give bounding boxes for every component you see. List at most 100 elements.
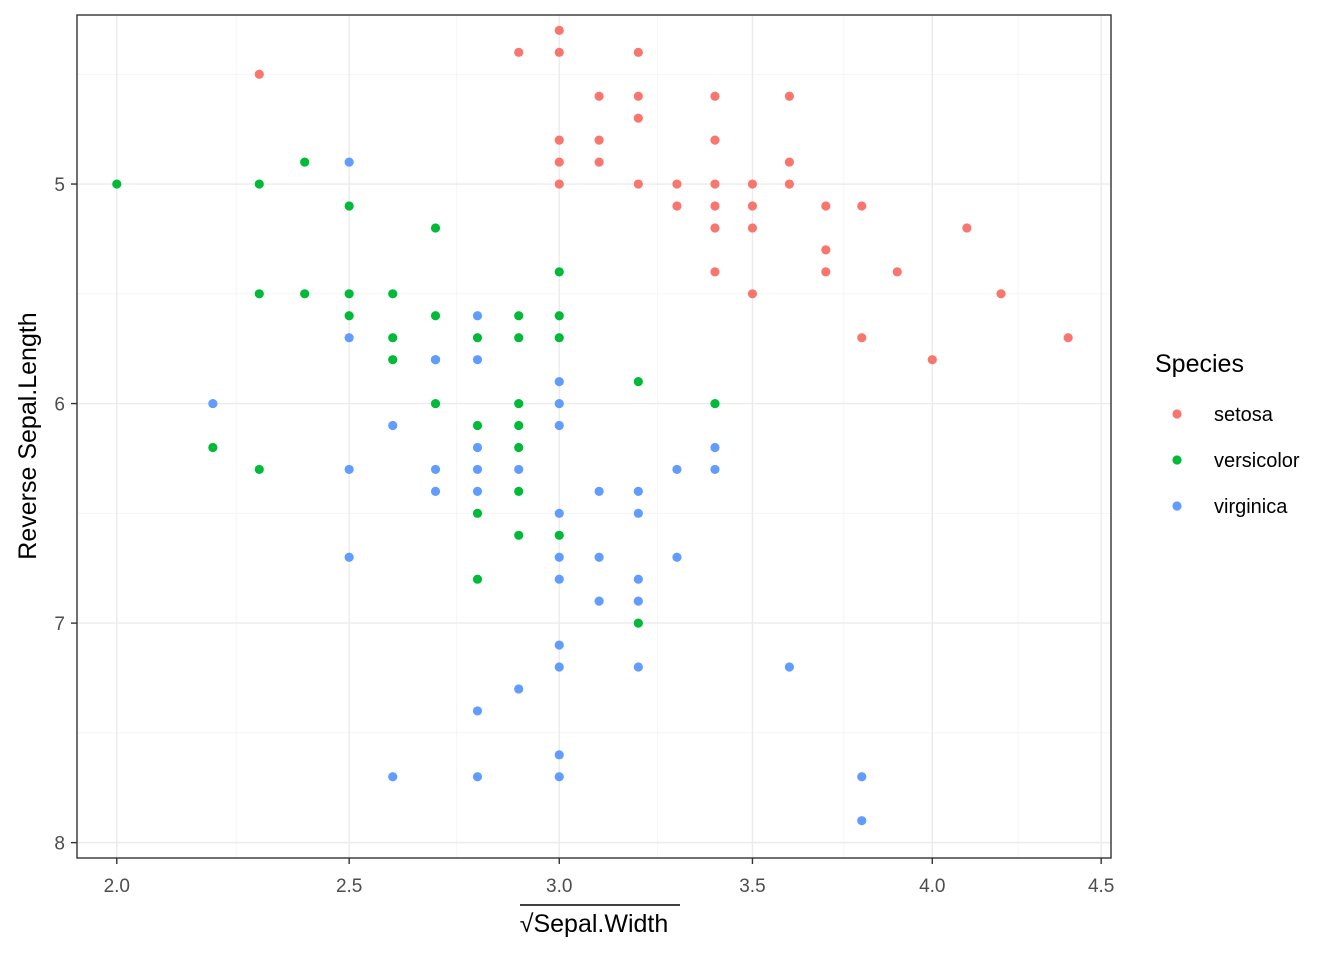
data-point-setosa [594, 91, 604, 101]
data-point-setosa [710, 223, 720, 233]
data-point-versicolor [633, 618, 643, 628]
x-tick-label: 3.5 [739, 876, 765, 897]
x-tick-label: 3.0 [546, 876, 572, 897]
data-point-virginica [594, 596, 604, 606]
data-point-versicolor [344, 289, 354, 299]
data-point-virginica [633, 486, 643, 496]
x-tick-label: 2.5 [336, 876, 362, 897]
x-axis: 2.0 2.5 3.0 3.5 4.0 4.5 [104, 858, 1114, 897]
data-point-setosa [784, 157, 794, 167]
data-point-versicolor [633, 377, 643, 387]
data-point-virginica [344, 464, 354, 475]
data-point-versicolor [388, 289, 398, 299]
x-tick-label: 4.0 [919, 876, 945, 897]
data-point-virginica [672, 552, 682, 562]
legend-title: Species [1155, 350, 1244, 378]
data-point-versicolor [514, 486, 524, 496]
data-point-versicolor [430, 223, 441, 233]
data-point-setosa [710, 135, 720, 145]
legend-label-versicolor: versicolor [1214, 450, 1300, 472]
data-point-setosa [747, 201, 758, 211]
data-point-virginica [344, 552, 354, 562]
data-point-versicolor [554, 311, 564, 321]
x-tick-label: 4.5 [1088, 876, 1114, 897]
data-point-virginica [472, 355, 483, 365]
data-point-virginica [514, 684, 524, 694]
data-point-versicolor [300, 157, 310, 167]
data-point-virginica [710, 464, 720, 475]
data-point-versicolor [208, 442, 218, 453]
legend-key-setosa [1172, 409, 1182, 419]
data-point-virginica [472, 486, 483, 496]
data-point-setosa [821, 201, 831, 211]
data-point-virginica [554, 574, 564, 584]
data-point-versicolor [254, 289, 264, 299]
data-point-setosa [633, 113, 643, 123]
data-point-virginica [472, 706, 483, 716]
data-point-virginica [710, 442, 720, 453]
legend-item-virginica: virginica [1172, 496, 1288, 518]
data-point-versicolor [254, 464, 264, 475]
data-point-versicolor [344, 311, 354, 321]
data-point-setosa [1063, 333, 1073, 343]
data-point-versicolor [254, 179, 264, 189]
data-point-setosa [962, 223, 972, 233]
data-point-setosa [747, 179, 758, 189]
data-point-versicolor [554, 267, 564, 277]
data-point-virginica [430, 486, 441, 496]
x-axis-title-text: Sepal.Width [533, 910, 668, 938]
plot-panel-border [76, 14, 1112, 859]
data-point-virginica [594, 486, 604, 496]
data-point-setosa [747, 223, 758, 233]
data-point-versicolor [430, 311, 441, 321]
data-point-virginica [857, 772, 867, 782]
data-point-virginica [554, 750, 564, 760]
data-point-versicolor [514, 311, 524, 321]
y-axis-title: Reverse Sepal.Length [14, 312, 42, 559]
data-point-virginica [554, 377, 564, 387]
data-point-setosa [554, 135, 564, 145]
legend-label-virginica: virginica [1214, 496, 1288, 518]
data-point-virginica [430, 464, 441, 475]
data-point-setosa [633, 47, 643, 57]
data-point-setosa [892, 267, 902, 277]
data-point-virginica [472, 311, 483, 321]
data-point-virginica [430, 355, 441, 365]
data-point-versicolor [388, 333, 398, 343]
data-point-virginica [554, 662, 564, 672]
data-point-virginica [554, 640, 564, 650]
data-point-virginica [633, 662, 643, 672]
data-point-versicolor [472, 508, 483, 518]
data-point-setosa [554, 47, 564, 57]
series-setosa [254, 25, 1073, 365]
data-point-versicolor [514, 530, 524, 540]
data-point-setosa [927, 355, 937, 365]
data-point-virginica [472, 442, 483, 453]
y-tick-label: 6 [54, 395, 65, 416]
data-point-versicolor [710, 398, 720, 409]
y-tick-label: 8 [54, 834, 65, 855]
data-point-setosa [672, 179, 682, 189]
data-point-versicolor [472, 420, 483, 431]
data-point-virginica [388, 420, 398, 431]
data-point-setosa [747, 289, 758, 299]
data-point-setosa [784, 179, 794, 189]
grid-lines [77, 15, 1111, 858]
data-point-setosa [710, 179, 720, 189]
x-tick-label: 2.0 [104, 876, 130, 897]
data-point-setosa [554, 157, 564, 167]
legend-item-versicolor: versicolor [1172, 450, 1300, 472]
series-virginica [208, 157, 867, 826]
data-point-virginica [554, 420, 564, 431]
series-versicolor [112, 157, 720, 628]
data-point-setosa [710, 91, 720, 101]
legend-item-setosa: setosa [1172, 404, 1274, 426]
data-point-virginica [344, 333, 354, 343]
data-point-setosa [857, 201, 867, 211]
data-point-setosa [784, 91, 794, 101]
data-points [112, 25, 1073, 826]
data-point-virginica [344, 157, 354, 167]
data-point-setosa [594, 135, 604, 145]
